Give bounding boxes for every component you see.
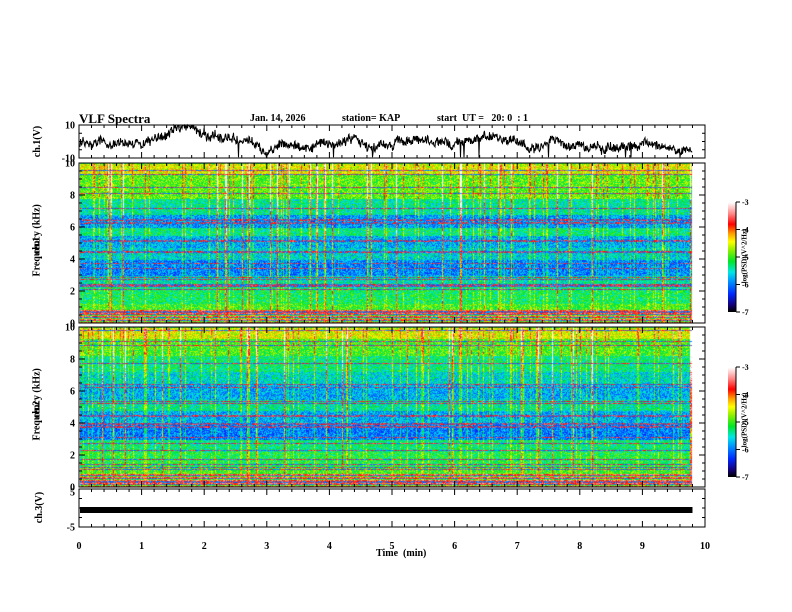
colorbar-tick-label: -3 [742,198,749,207]
s1-y-tick-label: 2 [70,287,75,298]
s2-frame [78,326,706,488]
ch3-y-tick-label: -5 [67,523,75,534]
colorbar-tick-label: -4 [742,391,749,400]
ch2-colorbar-label: log(PSD)(V^2/Hz) [740,392,749,448]
colorbar-tick-label: -6 [742,281,749,290]
colorbar-tick-label: -5 [742,418,749,427]
date-label: Jan. 14, 2026 [250,113,306,124]
ch1-spectrogram-ylabel-2: Frequency (kHz) [31,204,43,277]
colorbar-tick-label: -7 [742,308,749,317]
ch1-waveform-line [79,123,693,158]
x-tick-label: 4 [327,541,332,552]
x-tick-label: 10 [700,541,710,552]
plot-title: VLF Spectra [79,111,151,126]
x-axis-label: Time (min) [376,548,427,559]
start-time-label: start UT = 20: 0 : 1 [437,113,529,124]
s1-y-tick-label: 10 [65,159,75,170]
s2-y-tick-label: 8 [70,355,75,366]
s2-y-tick-label: 4 [70,419,75,430]
x-tick-label: 6 [452,541,457,552]
colorbar-tick-label: -5 [742,253,749,262]
colorbar-tick-label: -7 [742,473,749,482]
s1-frame [78,162,706,324]
ch1-colorbar [728,202,736,312]
x-tick-label: 8 [577,541,582,552]
s1-y-tick-label: 6 [70,223,75,234]
s2-y-tick-label: 6 [70,387,75,398]
x-tick-label: 7 [515,541,520,552]
colorbar-tick-label: -6 [742,446,749,455]
s2-y-tick-label: 2 [70,451,75,462]
ch2-spectrogram-image [80,327,694,487]
ch1-y-tick-label: -10 [62,154,75,165]
ch1-colorbar-label: log(PSD)(V^2/Hz) [740,228,749,284]
ch2-colorbar [728,367,736,477]
s1-y-tick-label: 0 [70,319,75,330]
ch1-spectrogram-image [80,163,694,323]
colorbar-tick-label: -4 [742,226,749,235]
x-tick-label: 5 [390,541,395,552]
ch2-spectrogram-ylabel-2: Frequency (kHz) [31,368,43,441]
ch3-waveform-ylabel: ch.3(V) [34,491,46,524]
x-tick-label: 2 [202,541,207,552]
ch3-y-tick-label: 5 [70,488,75,499]
x-tick-label: 3 [264,541,269,552]
x-tick-label: 1 [139,541,144,552]
ch1-y-tick-label: 10 [65,121,75,132]
s2-y-tick-label: 0 [70,483,75,494]
s1-y-tick-label: 4 [70,255,75,266]
s1-y-tick-label: 8 [70,191,75,202]
ch1-waveform-ylabel: ch.1(V) [32,125,44,158]
ch3-waveform-line [80,507,693,513]
colorbar-tick-label: -3 [742,363,749,372]
station-label: station= KAP [342,113,401,124]
x-tick-label: 9 [640,541,645,552]
x-tick-label: 0 [77,541,82,552]
s2-y-tick-label: 10 [65,323,75,334]
